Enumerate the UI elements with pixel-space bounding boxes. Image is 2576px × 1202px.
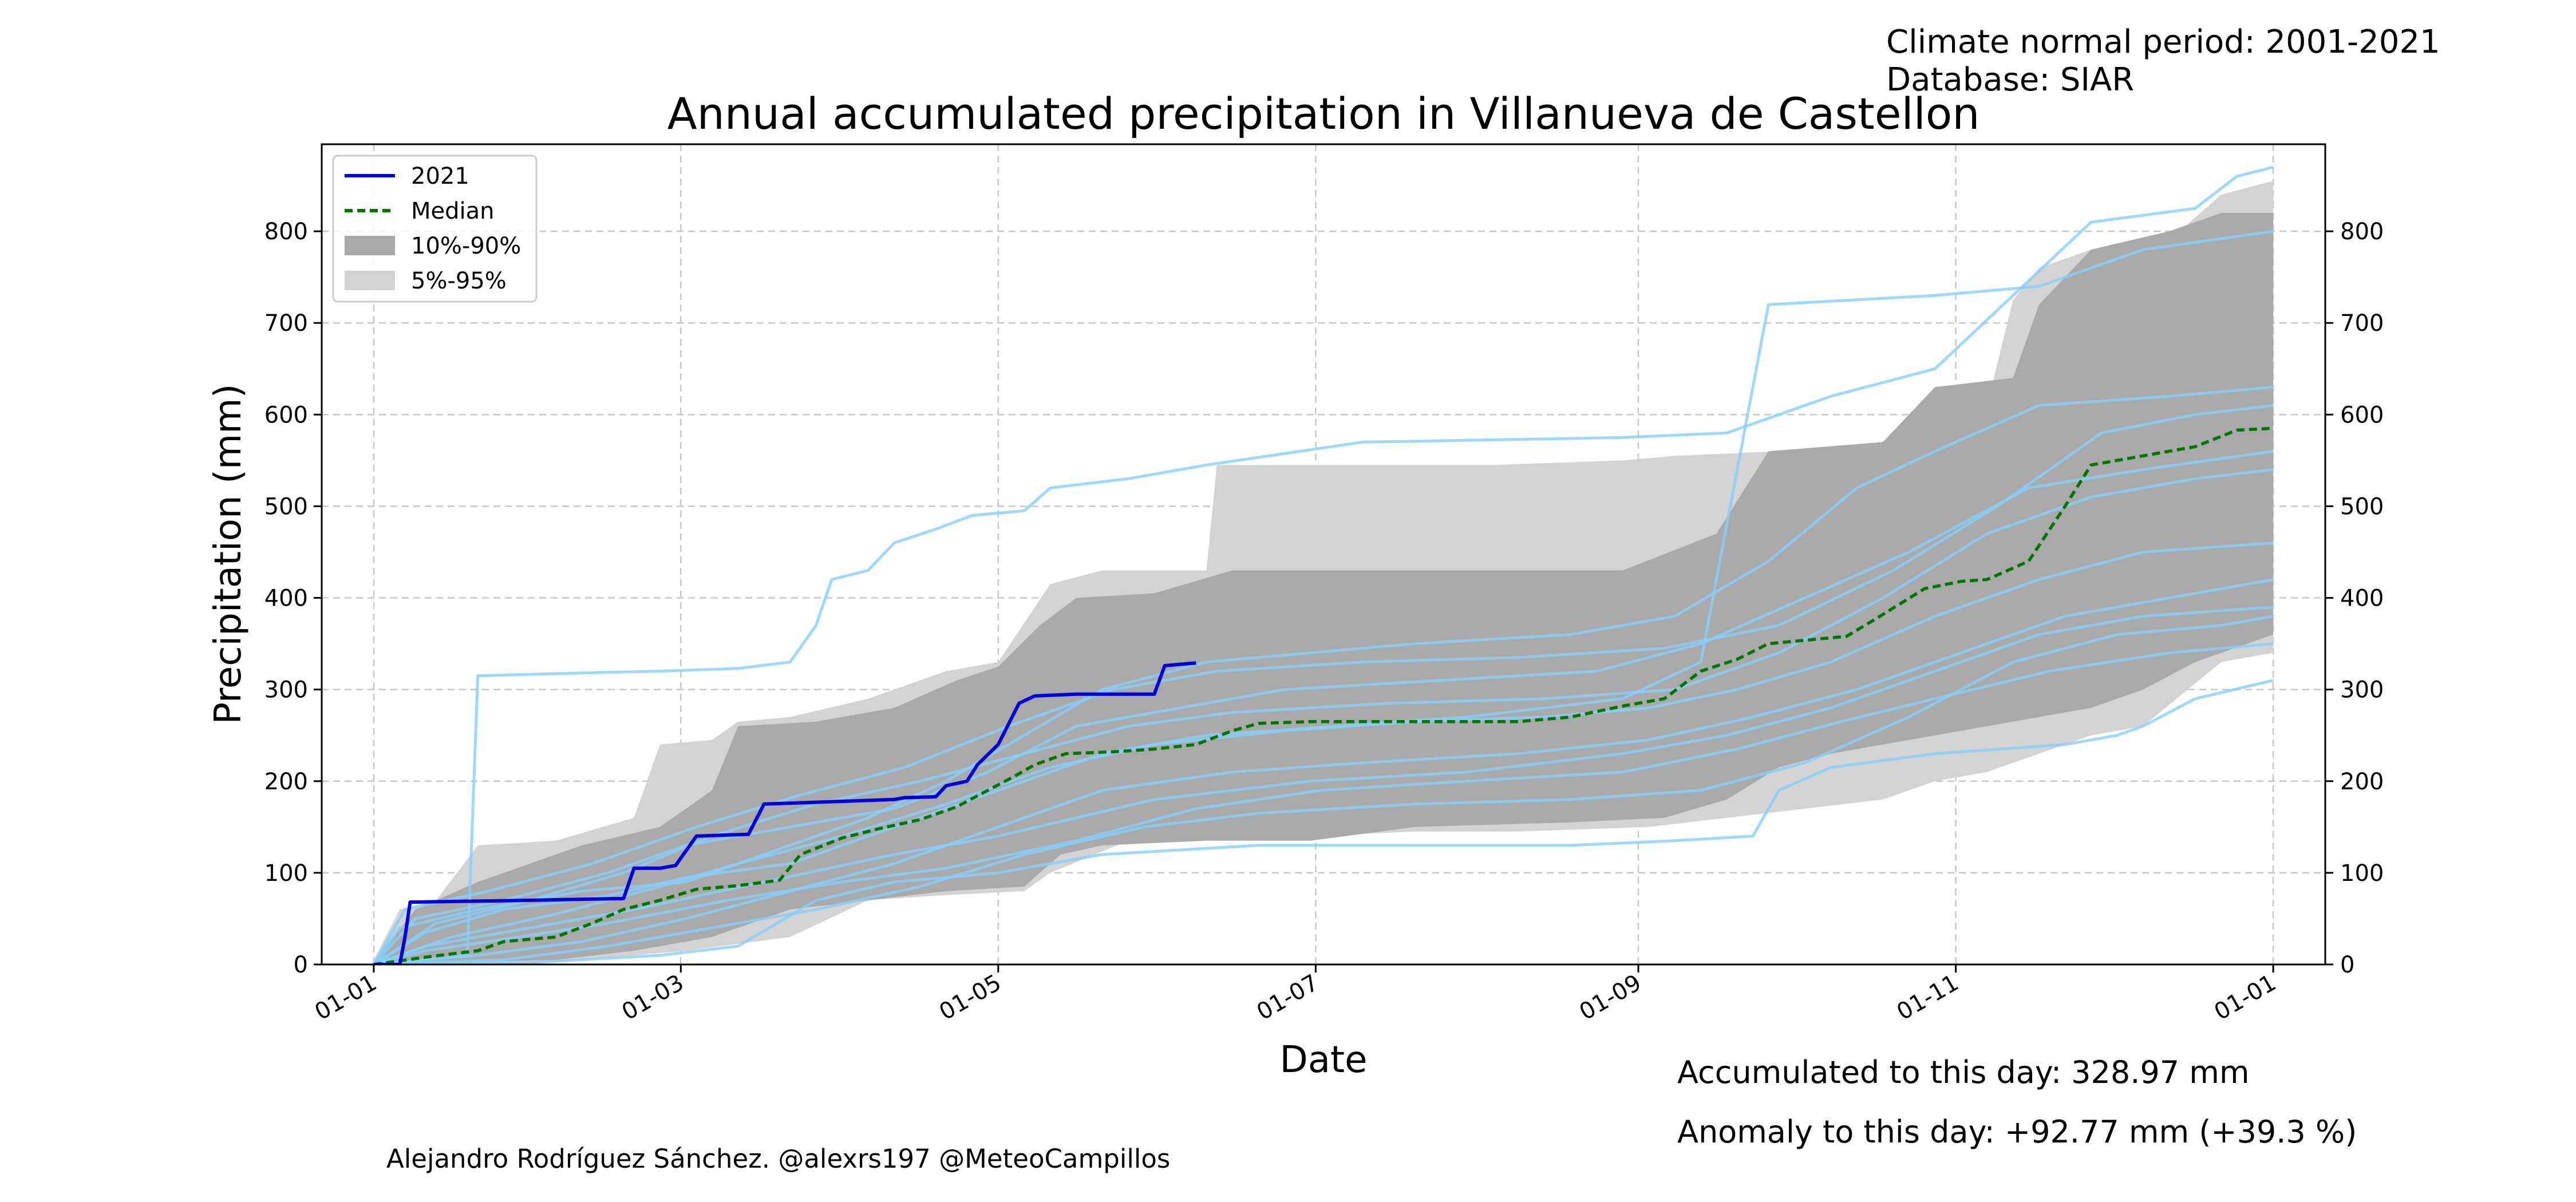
historical-series bbox=[372, 404, 2274, 964]
y-tick-label-left: 400 bbox=[264, 586, 308, 612]
y-axis-label: Precipitation (mm) bbox=[207, 384, 250, 725]
historical-series bbox=[372, 385, 2274, 964]
anomaly-text: Anomaly to this day: +92.77 mm (+39.3 %) bbox=[1677, 1114, 2357, 1150]
y-tick-label-left: 0 bbox=[294, 952, 308, 978]
y-tick-label-right: 300 bbox=[2340, 677, 2384, 703]
normal-period-text: Climate normal period: 2001-2021 bbox=[1886, 23, 2440, 61]
legend-label: Median bbox=[411, 198, 495, 224]
historical-series bbox=[373, 449, 2274, 964]
legend-entry: Median bbox=[345, 198, 495, 224]
legend-entry: 10%-90% bbox=[345, 233, 521, 259]
legend-label: 10%-90% bbox=[411, 233, 521, 259]
y-tick-label-right: 100 bbox=[2340, 860, 2384, 887]
y-tick-label-right: 500 bbox=[2340, 493, 2384, 520]
historical-series bbox=[373, 468, 2274, 964]
y-tick-label-right: 0 bbox=[2340, 952, 2354, 978]
y-tick-label-right: 600 bbox=[2340, 402, 2384, 428]
y-tick-label-right: 800 bbox=[2340, 219, 2384, 245]
credits-text: Alejandro Rodríguez Sánchez. @alexrs197 … bbox=[386, 1144, 1170, 1174]
y-tick-label-left: 100 bbox=[264, 860, 308, 887]
legend-patch-swatch bbox=[345, 236, 395, 255]
accumulated-text: Accumulated to this day: 328.97 mm bbox=[1677, 1054, 2250, 1090]
median-line bbox=[373, 426, 2274, 964]
y-tick-label-left: 300 bbox=[264, 677, 308, 703]
historical-series bbox=[373, 615, 2274, 964]
legend-entry: 2021 bbox=[345, 163, 469, 189]
y-tick-label-right: 700 bbox=[2340, 310, 2384, 337]
historical-series bbox=[373, 679, 2274, 964]
y-tick-label-left: 500 bbox=[264, 493, 308, 520]
legend-entry: 5%-95% bbox=[345, 268, 507, 294]
historical-series bbox=[373, 606, 2274, 964]
plot-frame bbox=[321, 143, 2326, 966]
x-axis-label: Date bbox=[1280, 1039, 1368, 1081]
band-10-90 bbox=[373, 213, 2274, 964]
y-tick-label-left: 200 bbox=[264, 769, 308, 795]
database-text: Database: SIAR bbox=[1886, 61, 2134, 98]
band-10-90-area bbox=[373, 213, 2274, 964]
plot-area bbox=[372, 165, 2274, 964]
historical-series bbox=[373, 541, 2274, 964]
legend-label: 5%-95% bbox=[411, 268, 507, 294]
y-tick-label-right: 200 bbox=[2340, 769, 2384, 795]
legend-patch-swatch bbox=[345, 271, 395, 290]
y-tick-label-right: 400 bbox=[2340, 586, 2384, 612]
chart-title: Annual accumulated precipitation in Vill… bbox=[667, 88, 1980, 139]
y-tick-label-left: 600 bbox=[264, 402, 308, 428]
historical-series bbox=[373, 578, 2274, 964]
y-tick-label-left: 700 bbox=[264, 310, 308, 337]
legend: 2021 Median 10%-90% 5%-95% bbox=[332, 155, 538, 303]
current-year-line bbox=[373, 661, 1196, 964]
legend-label: 2021 bbox=[411, 163, 469, 189]
historical-series bbox=[373, 165, 2274, 964]
current-year-series-line bbox=[373, 661, 1196, 964]
median-series-line bbox=[373, 426, 2274, 964]
y-tick-label-left: 800 bbox=[264, 219, 308, 245]
legend-box bbox=[332, 155, 538, 303]
historical-series-lines bbox=[372, 165, 2274, 964]
